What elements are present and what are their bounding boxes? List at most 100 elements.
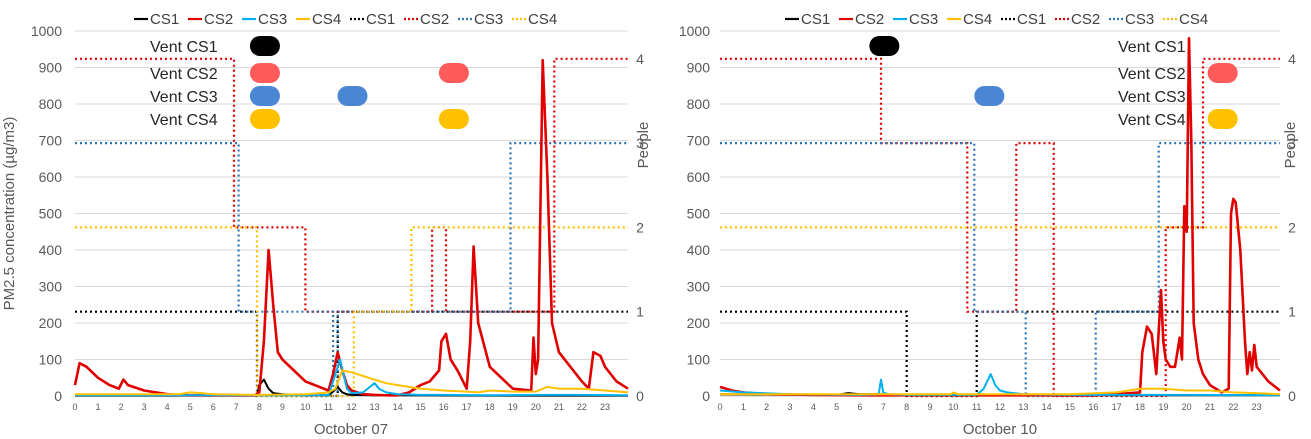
x-tick-label: 4 <box>165 402 170 412</box>
x-tick-label: 17 <box>462 402 472 412</box>
vent-marker <box>337 86 368 106</box>
y-tick-label: 100 <box>687 352 711 368</box>
y-tick-label: 200 <box>39 315 63 331</box>
x-tick-label: 3 <box>787 402 792 412</box>
x-tick-label: 17 <box>1112 402 1122 412</box>
y2-tick-label: 4 <box>636 51 644 67</box>
x-axis-title: October 07 <box>314 421 388 438</box>
vent-marker <box>869 36 900 56</box>
x-tick-label: 5 <box>188 402 193 412</box>
x-tick-label: 7 <box>881 402 886 412</box>
x-tick-label: 3 <box>142 402 147 412</box>
x-tick-label: 9 <box>927 402 932 412</box>
y-tick-label: 800 <box>39 96 63 112</box>
x-tick-label: 0 <box>717 402 722 412</box>
series-people-cs4 <box>75 226 628 398</box>
x-axis-title: October 10 <box>963 421 1037 438</box>
y-tick-label: 200 <box>687 315 711 331</box>
y-tick-label: 1000 <box>679 23 710 39</box>
x-tick-label: 12 <box>995 402 1005 412</box>
y2-tick-label: 0 <box>1288 388 1296 404</box>
vent-label: Vent CS2 <box>1118 66 1186 83</box>
y2-tick-label: 1 <box>1288 304 1296 320</box>
x-tick-label: 16 <box>1088 402 1098 412</box>
legend-label: CS2 <box>204 11 233 28</box>
x-tick-label: 10 <box>300 402 310 412</box>
x-tick-label: 20 <box>1182 402 1192 412</box>
x-tick-label: 23 <box>1252 402 1262 412</box>
y-tick-label: 600 <box>687 169 711 185</box>
legend-label: CS4 <box>528 11 557 28</box>
y2-tick-label: 0 <box>636 388 644 404</box>
y2-tick-label: 3 <box>636 135 644 151</box>
y-tick-label: 400 <box>39 242 63 258</box>
x-tick-label: 1 <box>741 402 746 412</box>
y2-tick-label: 3 <box>1288 135 1296 151</box>
legend-label: CS1 <box>1017 11 1046 28</box>
legend-label: CS3 <box>909 11 938 28</box>
y-tick-label: 300 <box>39 279 63 295</box>
legend-label: CS1 <box>366 11 395 28</box>
y2-tick-label: 2 <box>636 219 644 235</box>
vent-marker <box>1207 109 1238 129</box>
y-tick-label: 600 <box>39 169 63 185</box>
legend-label: CS1 <box>150 11 179 28</box>
x-tick-label: 9 <box>280 402 285 412</box>
vent-marker <box>438 63 469 83</box>
legend-label: CS4 <box>1179 11 1208 28</box>
x-tick-label: 11 <box>324 402 333 412</box>
y2-tick-label: 1 <box>636 304 644 320</box>
y-tick-label: 700 <box>39 133 63 149</box>
y-tick-label: 0 <box>702 388 710 404</box>
vent-marker <box>249 86 280 106</box>
x-tick-label: 4 <box>811 402 816 412</box>
y-tick-label: 300 <box>687 279 711 295</box>
series-people-cs3 <box>75 142 628 398</box>
x-tick-label: 2 <box>764 402 769 412</box>
series-pm-cs4 <box>75 369 629 396</box>
series-pm-cs3 <box>719 373 1281 397</box>
legend-label: CS3 <box>474 11 503 28</box>
vent-marker <box>249 63 280 83</box>
series-people-cs1 <box>720 310 1280 398</box>
x-tick-label: 5 <box>834 402 839 412</box>
vent-marker <box>974 86 1005 106</box>
x-tick-label: 11 <box>972 402 981 412</box>
x-tick-label: 21 <box>554 402 564 412</box>
series-people-cs2 <box>720 57 1280 398</box>
x-tick-label: 6 <box>857 402 862 412</box>
y-tick-label: 1000 <box>31 23 62 39</box>
y-tick-label: 900 <box>39 60 63 76</box>
x-tick-label: 16 <box>439 402 449 412</box>
x-tick-label: 15 <box>1065 402 1075 412</box>
x-tick-label: 12 <box>346 402 356 412</box>
vent-label: Vent CS4 <box>1118 112 1186 129</box>
vent-label: Vent CS1 <box>150 39 218 56</box>
x-tick-label: 22 <box>1228 402 1238 412</box>
y-axis-title: PM2.5 concentration (µg/m3) <box>1 117 18 311</box>
x-tick-label: 10 <box>948 402 958 412</box>
vent-label: Vent CS3 <box>1118 89 1186 106</box>
x-tick-label: 18 <box>1135 402 1145 412</box>
x-tick-label: 20 <box>531 402 541 412</box>
x-tick-label: 22 <box>577 402 587 412</box>
series-pm-cs2 <box>73 58 629 397</box>
y-tick-label: 0 <box>54 388 62 404</box>
y-tick-label: 500 <box>39 206 63 222</box>
series-pm-cs4 <box>720 387 1281 396</box>
y-tick-label: 700 <box>687 133 711 149</box>
vent-label: Vent CS3 <box>150 89 218 106</box>
vent-label: Vent CS1 <box>1118 39 1186 56</box>
x-tick-label: 14 <box>1042 402 1052 412</box>
vent-marker <box>438 109 469 129</box>
legend-label: CS2 <box>855 11 884 28</box>
y2-axis-title: People <box>635 122 652 169</box>
x-tick-label: 14 <box>393 402 403 412</box>
legend-label: CS2 <box>1071 11 1100 28</box>
series-people-cs3 <box>720 142 1280 398</box>
y-tick-label: 400 <box>687 242 711 258</box>
legend-label: CS4 <box>312 11 341 28</box>
series-pm-cs3 <box>75 358 629 397</box>
vent-marker <box>249 109 280 129</box>
